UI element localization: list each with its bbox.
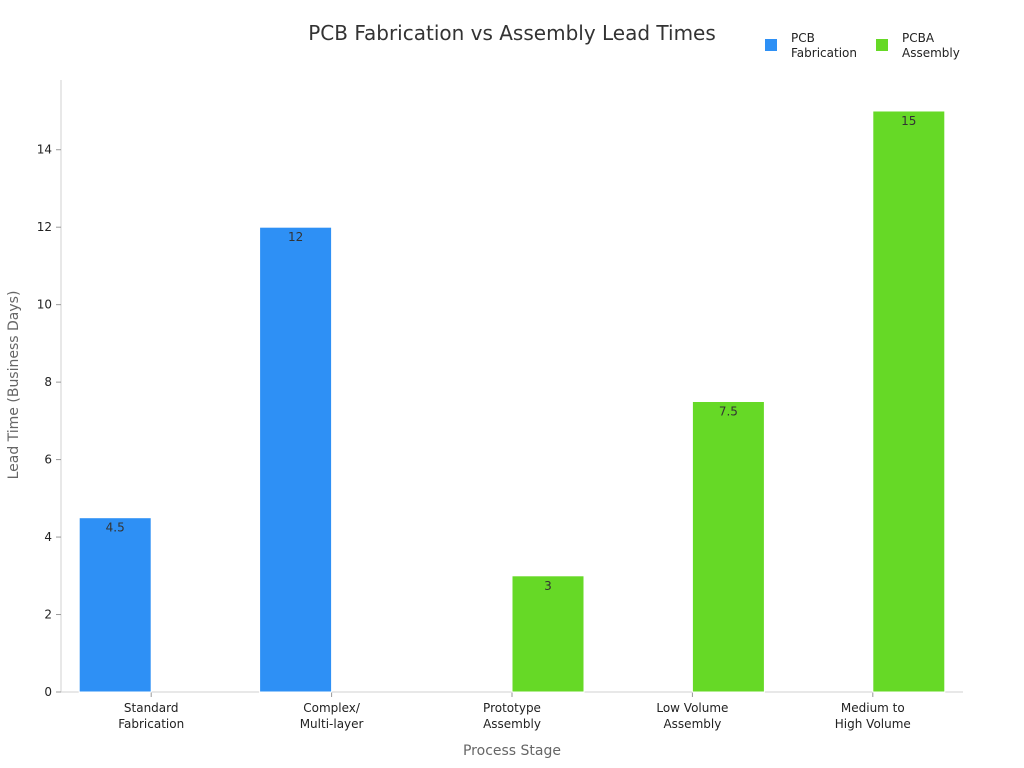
legend-swatch [765, 39, 777, 51]
bars: 4.5 12 3 7.5 15 [78, 110, 946, 693]
y-tick-label: 6 [44, 453, 52, 467]
x-tick-label: Prototype Assembly [483, 701, 541, 731]
legend-label: PCBA Assembly [902, 31, 960, 60]
x-axis-title: Process Stage [463, 743, 561, 759]
y-tick-label: 14 [37, 143, 52, 157]
x-tick-label: Complex/Multi-layer [300, 701, 364, 731]
bar-value-label: 7.5 [719, 404, 738, 418]
y-tick-label: 10 [37, 298, 52, 312]
bar [691, 400, 765, 693]
legend-swatch [876, 39, 888, 51]
legend-label: PCB Fabrication [791, 31, 857, 60]
legend: PCB Fabrication PCBA Assembly [765, 31, 960, 60]
x-tick-label: Standard Fabrication [118, 701, 184, 731]
y-tick-label: 4 [44, 530, 52, 544]
axes: 0 2 4 6 8 10 12 14 Standard Fabrication Complex/Mu… [37, 80, 963, 731]
chart-title: PCB Fabrication vs Assembly Lead Times [308, 21, 716, 45]
bar [511, 575, 585, 693]
x-tick-label: Medium to High Volume [835, 701, 911, 731]
y-tick-label: 8 [44, 375, 52, 389]
bar-value-label: 15 [901, 114, 916, 128]
y-axis-title: Lead Time (Business Days) [6, 291, 22, 480]
y-tick-label: 12 [37, 220, 52, 234]
bar-value-label: 3 [544, 579, 552, 593]
bar-value-label: 4.5 [106, 521, 125, 535]
bar [872, 110, 946, 693]
bar [259, 226, 333, 693]
x-tick-label: Low Volume Assembly [656, 701, 728, 731]
bar-value-label: 12 [288, 230, 303, 244]
bar [78, 517, 152, 693]
y-tick-label: 2 [44, 608, 52, 622]
y-tick-label: 0 [44, 685, 52, 699]
